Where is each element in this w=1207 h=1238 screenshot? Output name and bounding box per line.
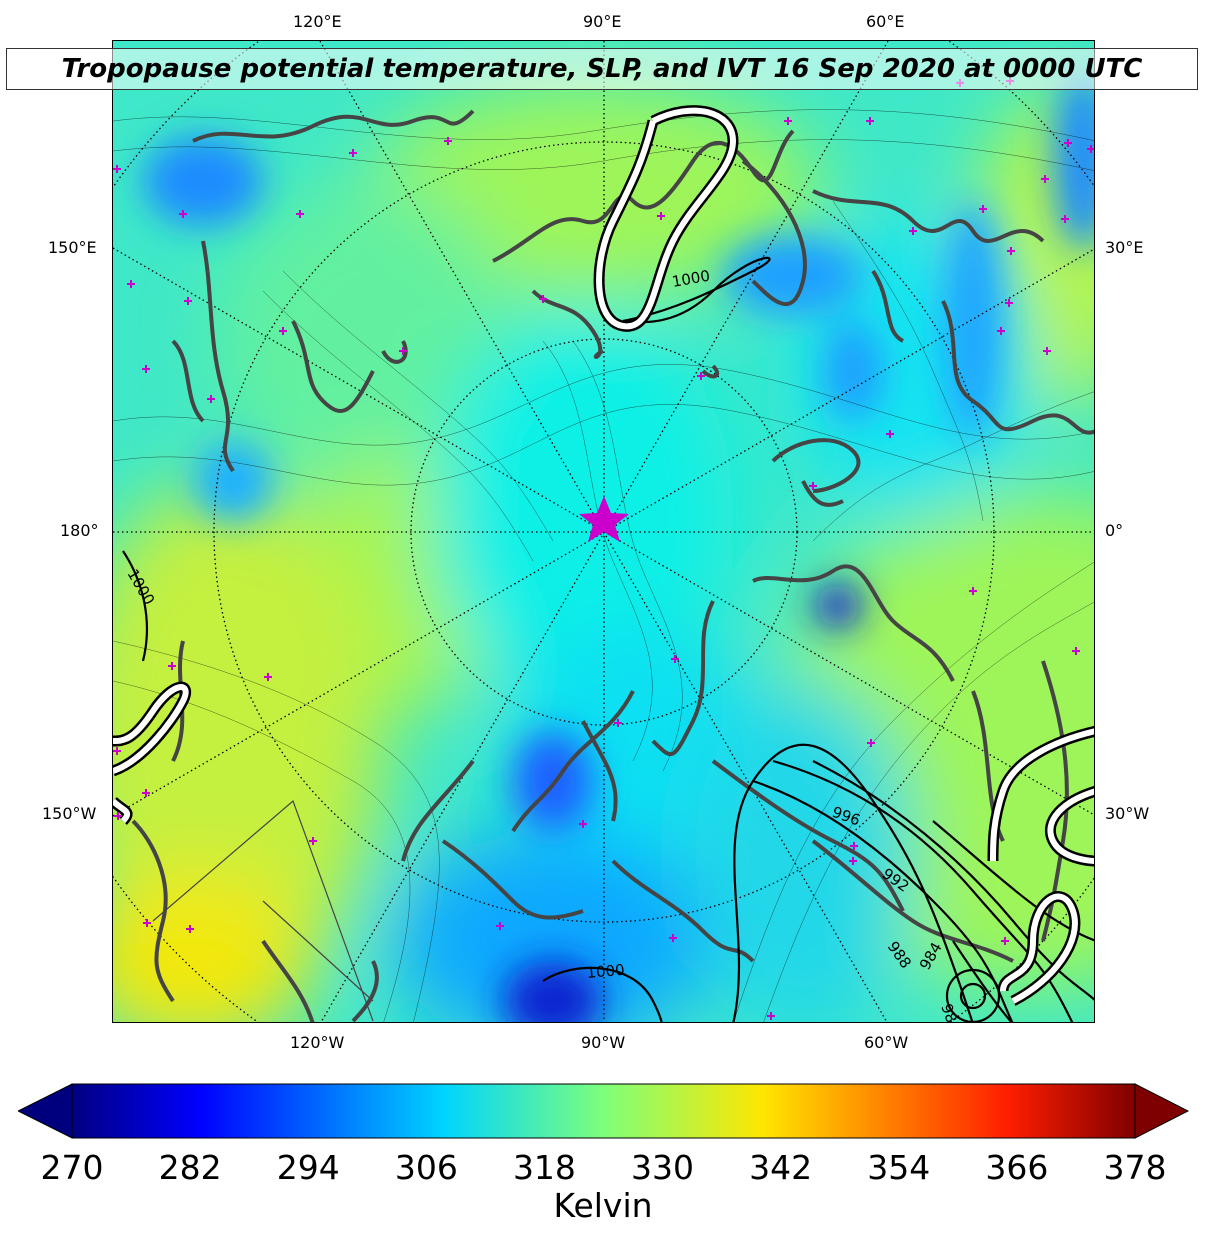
title-box: Tropopause potential temperature, SLP, a… <box>6 48 1198 90</box>
colorbar-tick-label: 342 <box>749 1148 813 1187</box>
plus-icon <box>579 820 587 828</box>
plus-icon <box>349 149 357 157</box>
plus-icon <box>909 227 917 235</box>
plus-icon <box>1087 145 1094 153</box>
map-panel[interactable]: 1000 1000 1000 996 992 988 984 980 <box>112 40 1095 1023</box>
colorbar-extend-min <box>18 1083 73 1139</box>
graticule <box>113 41 1094 1022</box>
plus-icon <box>997 327 1005 335</box>
coastlines <box>131 109 1094 1022</box>
plus-icon <box>142 789 150 797</box>
plus-icon <box>296 210 304 218</box>
plus-icon <box>127 280 135 288</box>
lon-label-bottom: 120°W <box>290 1033 345 1052</box>
plus-icon <box>168 662 176 670</box>
colorbar-tick-label: 294 <box>276 1148 340 1187</box>
plus-icon <box>671 655 679 663</box>
plus-icon <box>767 1012 775 1020</box>
plus-icon <box>207 395 215 403</box>
plus-icon <box>179 210 187 218</box>
plus-icon <box>444 137 452 145</box>
plus-icon <box>866 117 874 125</box>
plus-icon <box>279 327 287 335</box>
lon-label-right: 30°W <box>1105 804 1150 823</box>
lon-label-top: 120°E <box>293 12 342 31</box>
plus-icon <box>1007 247 1015 255</box>
plus-icon <box>539 295 547 303</box>
lon-label-left: 180° <box>60 521 99 540</box>
colorbar-gradient <box>71 1083 1136 1139</box>
colorbar-tick-label: 270 <box>40 1148 104 1187</box>
station-markers <box>113 77 1094 1020</box>
map-title: Tropopause potential temperature, SLP, a… <box>61 54 1143 84</box>
plus-icon <box>113 165 121 173</box>
plus-icon <box>399 347 407 355</box>
theta-contours <box>113 109 1094 1022</box>
colorbar-label: Kelvin <box>553 1186 653 1225</box>
lon-label-top: 90°E <box>583 12 622 31</box>
colorbar-tick-label: 318 <box>512 1148 576 1187</box>
plus-icon <box>114 812 122 820</box>
ivt-outlines <box>113 105 1094 1006</box>
plus-icon <box>809 482 817 490</box>
slp-label: 1000 <box>586 961 626 982</box>
plus-icon <box>1041 175 1049 183</box>
plus-icon <box>886 430 894 438</box>
plus-icon <box>850 842 858 850</box>
plus-icon <box>1061 215 1069 223</box>
plus-icon <box>614 719 622 727</box>
borders <box>152 799 374 1022</box>
plus-icon <box>697 372 705 380</box>
plus-icon <box>1001 937 1009 945</box>
plus-icon <box>264 673 272 681</box>
plus-icon <box>969 587 977 595</box>
plus-icon <box>142 365 150 373</box>
lon-label-top: 60°E <box>866 12 905 31</box>
plus-icon <box>496 922 504 930</box>
lon-label-right: 30°E <box>1105 238 1144 257</box>
plus-icon <box>979 205 987 213</box>
plus-icon <box>309 837 317 845</box>
plus-icon <box>1043 347 1051 355</box>
plus-icon <box>184 297 192 305</box>
plus-icon <box>143 919 151 927</box>
lon-label-left: 150°E <box>48 238 97 257</box>
plus-icon <box>867 739 875 747</box>
plus-icon <box>849 857 857 865</box>
colorbar-tick-label: 330 <box>631 1148 695 1187</box>
plus-icon <box>1005 299 1013 307</box>
plus-icon <box>657 212 665 220</box>
lon-label-left: 150°W <box>42 804 97 823</box>
lon-label-bottom: 60°W <box>864 1033 909 1052</box>
plus-icon <box>113 747 121 755</box>
lon-label-bottom: 90°W <box>581 1033 626 1052</box>
map-svg: 1000 1000 1000 996 992 988 984 980 <box>113 41 1094 1022</box>
colorbar-extend-max <box>1134 1083 1190 1139</box>
colorbar-tick-label: 306 <box>394 1148 458 1187</box>
lon-label-right: 0° <box>1105 521 1124 540</box>
plus-icon <box>1064 139 1072 147</box>
plus-icon <box>784 117 792 125</box>
colorbar-tick-label: 354 <box>867 1148 931 1187</box>
colorbar <box>18 1083 1190 1139</box>
colorbar-tick-label: 366 <box>985 1148 1049 1187</box>
plus-icon <box>186 925 194 933</box>
plus-icon <box>1072 647 1080 655</box>
plus-icon <box>669 934 677 942</box>
star-icon <box>579 496 629 542</box>
colorbar-tick-label: 282 <box>158 1148 222 1187</box>
colorbar-tick-label: 378 <box>1103 1148 1167 1187</box>
